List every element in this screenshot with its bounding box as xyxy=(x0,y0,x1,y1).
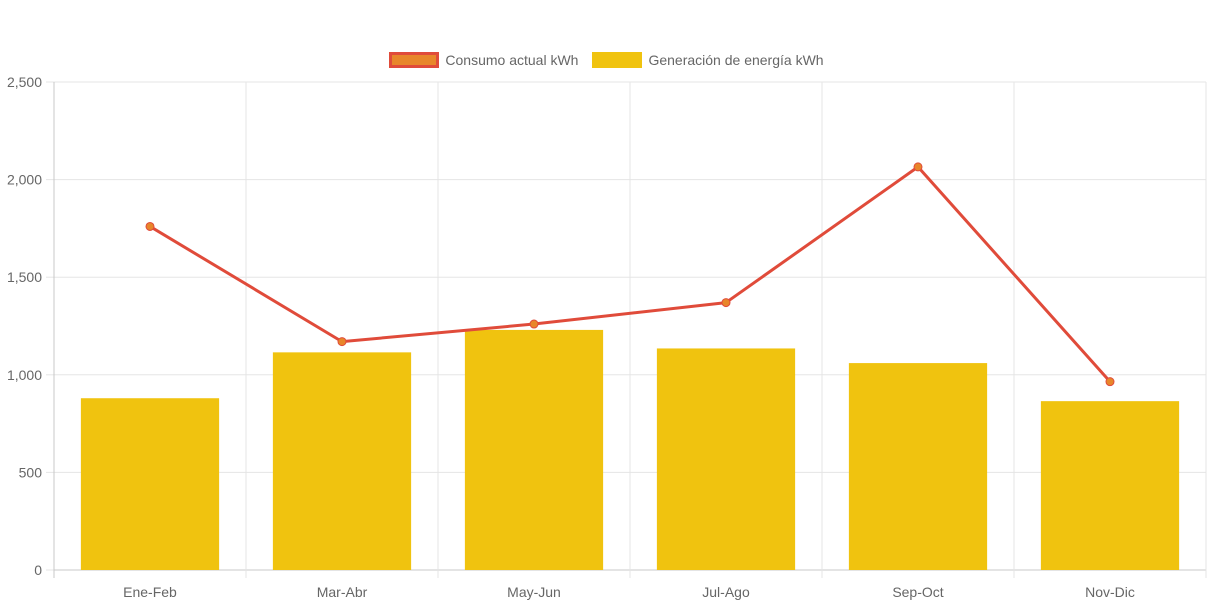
line-point xyxy=(721,298,731,308)
x-tick-label: Jul-Ago xyxy=(702,584,750,600)
y-tick-label: 1,500 xyxy=(7,269,42,285)
x-tick-label: Nov-Dic xyxy=(1085,584,1135,600)
x-tick-label: Ene-Feb xyxy=(123,584,177,600)
series-line xyxy=(149,165,1112,383)
legend-label-consumo: Consumo actual kWh xyxy=(445,52,579,68)
bar xyxy=(464,329,604,570)
line-point xyxy=(913,162,923,172)
bar xyxy=(80,398,220,570)
y-tick-label: 0 xyxy=(34,562,42,578)
line-point xyxy=(529,319,539,329)
legend-swatch-consumo xyxy=(389,52,440,68)
x-tick-label: Sep-Oct xyxy=(892,584,943,600)
bar xyxy=(1040,401,1180,570)
legend-swatch-generacion xyxy=(592,52,643,68)
y-tick-label: 2,500 xyxy=(7,74,42,90)
bar xyxy=(848,363,988,570)
legend: Consumo actual kWh Generación de energía… xyxy=(0,52,1213,68)
bar xyxy=(272,352,412,570)
x-tick-label: Mar-Abr xyxy=(317,584,368,600)
legend-item-generacion[interactable]: Generación de energía kWh xyxy=(592,52,824,68)
legend-item-consumo[interactable]: Consumo actual kWh xyxy=(389,52,578,68)
x-tick-label: May-Jun xyxy=(507,584,561,600)
y-tick-label: 1,000 xyxy=(7,367,42,383)
line-point xyxy=(145,221,155,231)
y-tick-label: 2,000 xyxy=(7,172,42,188)
bar xyxy=(656,348,796,570)
y-tick-label: 500 xyxy=(19,464,43,480)
line-point xyxy=(1105,377,1115,387)
legend-label-generacion: Generación de energía kWh xyxy=(648,52,824,68)
line-point xyxy=(337,337,347,347)
